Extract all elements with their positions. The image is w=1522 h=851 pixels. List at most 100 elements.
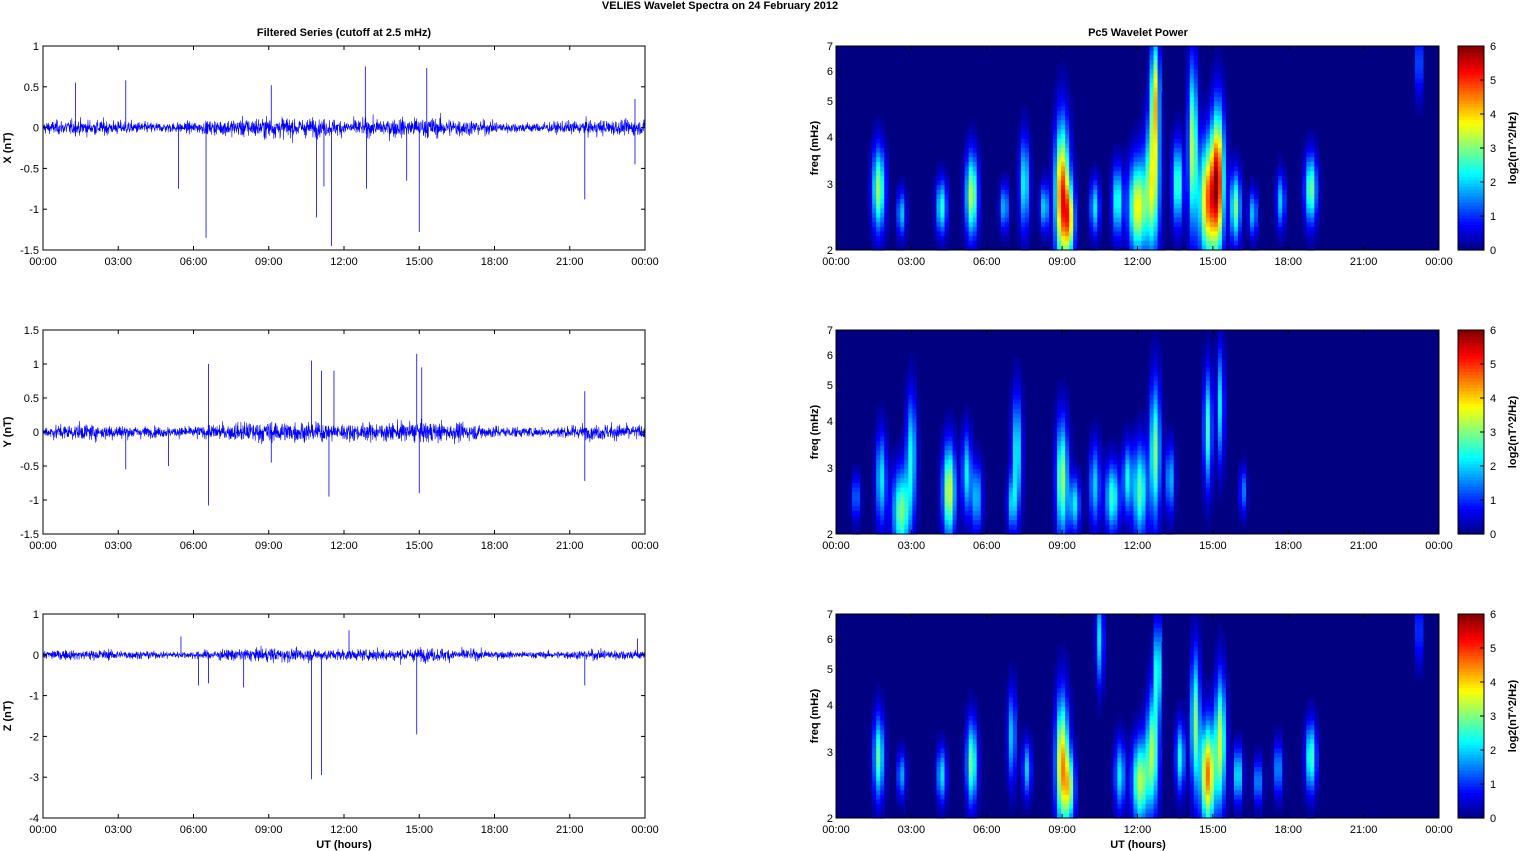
heatmap-cell bbox=[936, 501, 942, 507]
heatmap-cell bbox=[1229, 189, 1235, 195]
heatmap-cell bbox=[968, 813, 974, 819]
heatmap-cell bbox=[1065, 203, 1070, 209]
heatmap-cell bbox=[1061, 413, 1066, 419]
heatmap-cell bbox=[936, 771, 942, 777]
series-x-tick-label: 09:00 bbox=[255, 256, 283, 268]
heatmap-cell bbox=[1073, 231, 1078, 237]
heatmap-cell bbox=[1000, 189, 1006, 195]
heatmap-cell bbox=[1201, 367, 1207, 373]
heatmap-cell bbox=[1121, 240, 1127, 246]
heatmap-cell bbox=[884, 473, 889, 479]
heatmap-cell bbox=[916, 418, 922, 424]
heatmap-cell bbox=[1242, 459, 1247, 466]
heatmap-cell bbox=[976, 240, 982, 246]
heatmap-cell bbox=[1061, 381, 1066, 387]
heatmap-cell bbox=[1205, 348, 1211, 354]
heatmap-cell bbox=[1020, 189, 1026, 195]
heatmap-cell bbox=[1113, 208, 1118, 214]
heatmap-cell bbox=[1057, 64, 1062, 70]
heatmap-cell bbox=[1057, 524, 1062, 530]
heatmap-cell bbox=[1065, 115, 1070, 121]
heatmap-cell bbox=[1217, 394, 1223, 401]
heatmap-cell bbox=[1133, 143, 1139, 149]
heatmap-cell bbox=[1157, 450, 1163, 456]
heatmap-cell bbox=[1221, 106, 1227, 112]
heatmap-cell bbox=[1109, 459, 1114, 466]
heatmap-cell bbox=[900, 762, 905, 768]
heatmap-cell bbox=[944, 804, 950, 810]
heatmap-cell bbox=[1012, 367, 1018, 373]
heatmap-cell bbox=[1028, 226, 1034, 233]
heatmap-cell bbox=[888, 450, 893, 456]
heatmap-cell bbox=[972, 716, 978, 722]
heatmap-cell bbox=[1238, 212, 1243, 219]
heatmap-cell bbox=[1057, 101, 1062, 107]
heatmap-cell bbox=[1165, 524, 1171, 530]
heatmap-cell bbox=[1209, 404, 1215, 410]
heatmap-cell bbox=[876, 702, 881, 708]
heatmap-cell bbox=[1016, 129, 1022, 135]
heatmap-cell bbox=[916, 501, 922, 507]
heatmap-cell bbox=[1028, 780, 1034, 787]
heatmap-cell bbox=[1238, 217, 1243, 223]
heatmap-cell bbox=[896, 441, 901, 447]
heatmap-cell bbox=[1121, 185, 1127, 191]
heatmap-cell bbox=[1061, 199, 1066, 205]
heatmap-cell bbox=[1089, 450, 1094, 456]
heatmap-cell bbox=[1414, 97, 1420, 103]
heatmap-cell bbox=[1129, 459, 1135, 466]
heatmap-cell bbox=[908, 483, 913, 489]
heatmap-cell bbox=[976, 231, 982, 237]
heatmap-cell bbox=[1097, 510, 1102, 517]
heatmap-cell bbox=[1073, 510, 1078, 517]
heatmap-cell bbox=[872, 748, 877, 754]
heatmap-cell bbox=[1141, 459, 1147, 466]
heatmap-cell bbox=[1233, 157, 1239, 163]
heatmap-cell bbox=[1077, 231, 1082, 237]
heatmap-cell bbox=[1193, 138, 1199, 144]
heatmap-cell bbox=[1053, 459, 1058, 466]
heatmap-cell bbox=[1073, 194, 1078, 200]
heatmap-cell bbox=[908, 394, 913, 401]
heatmap-cell bbox=[1213, 367, 1219, 373]
heatmap-cell bbox=[1133, 441, 1139, 447]
heatmap-cell bbox=[1221, 394, 1227, 401]
heatmap-cell bbox=[900, 780, 905, 787]
heatmap-cell bbox=[956, 506, 962, 512]
heatmap-cell bbox=[1238, 208, 1243, 214]
heatmap-cell bbox=[1213, 55, 1219, 61]
heatmap-cell bbox=[1020, 780, 1026, 787]
heatmap-cell bbox=[1141, 203, 1147, 209]
heatmap-cell bbox=[1238, 464, 1243, 470]
heatmap-cell bbox=[1109, 506, 1114, 512]
heatmap-cell bbox=[1061, 161, 1066, 168]
heatmap-cell bbox=[876, 404, 881, 410]
heatmap-cell bbox=[1225, 208, 1231, 214]
heatmap-cell bbox=[1414, 106, 1420, 112]
heatmap-cell bbox=[1314, 189, 1319, 195]
heatmap-cell bbox=[872, 785, 877, 791]
heatmap-cell bbox=[884, 794, 889, 801]
heatmap-cell bbox=[932, 757, 938, 763]
heatmap-cell bbox=[896, 743, 901, 750]
heatmap-cell bbox=[996, 212, 1002, 219]
heatmap-cell bbox=[908, 381, 913, 387]
heatmap-cell bbox=[948, 487, 954, 493]
heatmap-cell bbox=[952, 427, 958, 433]
heatmap-cell bbox=[980, 510, 986, 517]
heatmap-cell bbox=[1177, 199, 1183, 205]
heatmap-cell bbox=[1314, 208, 1319, 214]
heatmap-cell bbox=[976, 245, 982, 251]
heatmap-cell bbox=[1149, 367, 1155, 373]
heatmap-cell bbox=[1020, 422, 1026, 428]
heatmap-cell bbox=[872, 739, 877, 745]
heatmap-cell bbox=[964, 739, 970, 745]
heatmap-cell bbox=[1012, 799, 1018, 805]
heatmap-cell bbox=[1233, 226, 1239, 233]
heatmap-cell bbox=[1161, 129, 1167, 135]
heatmap-cell bbox=[1197, 245, 1203, 251]
heatmap-cell bbox=[1153, 432, 1159, 438]
heatmap-cell bbox=[936, 222, 942, 228]
heatmap-cell bbox=[1221, 371, 1227, 377]
heatmap-cell bbox=[1173, 240, 1179, 246]
